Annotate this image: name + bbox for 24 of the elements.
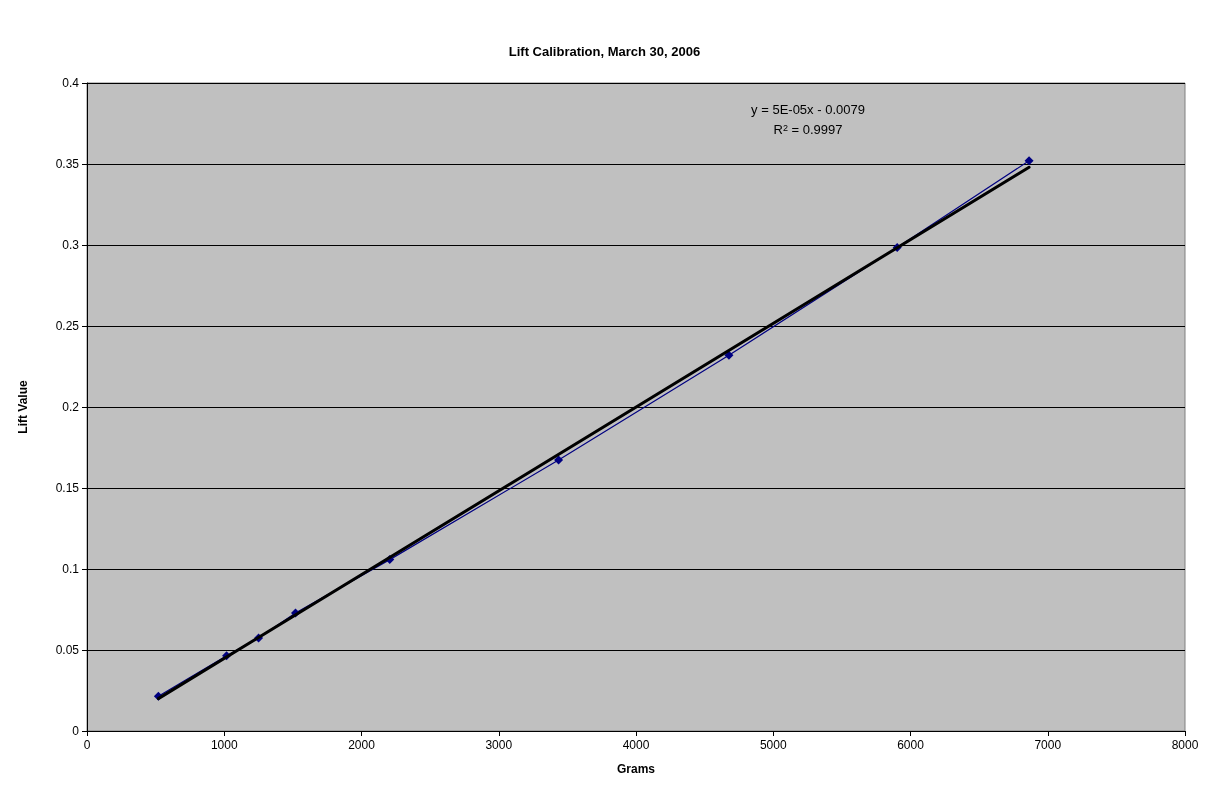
x-tick-label: 1000 [210,738,238,752]
y-axis-title: Lift Value [16,380,30,434]
x-tick-label: 2000 [348,738,376,752]
y-tick-label: 0.05 [55,643,80,657]
y-tick-label: 0.15 [55,481,80,495]
y-tick-label: 0.35 [55,157,80,171]
y-tick-label: 0.25 [55,319,80,333]
y-tick-label: 0.2 [62,400,80,414]
x-tick-label: 7000 [1034,738,1062,752]
x-axis-title: Grams [616,762,656,776]
x-tick-label: 5000 [759,738,787,752]
x-tick-label: 4000 [622,738,650,752]
x-tick-label: 3000 [485,738,513,752]
point [554,455,564,465]
x-tick-label: 6000 [897,738,925,752]
point [1024,156,1034,166]
x-tick-label: 0 [83,738,91,752]
y-tick-label: 0.3 [62,238,80,252]
y-tick-label: 0.4 [62,76,80,90]
x-tick-label: 8000 [1171,738,1199,752]
y-tick-label: 0.1 [62,562,80,576]
chart-title: Lift Calibration, March 30, 2006 [508,44,701,59]
y-tick-label: 0 [72,724,80,738]
annotation: y = 5E-05x - 0.0079 [751,102,865,117]
